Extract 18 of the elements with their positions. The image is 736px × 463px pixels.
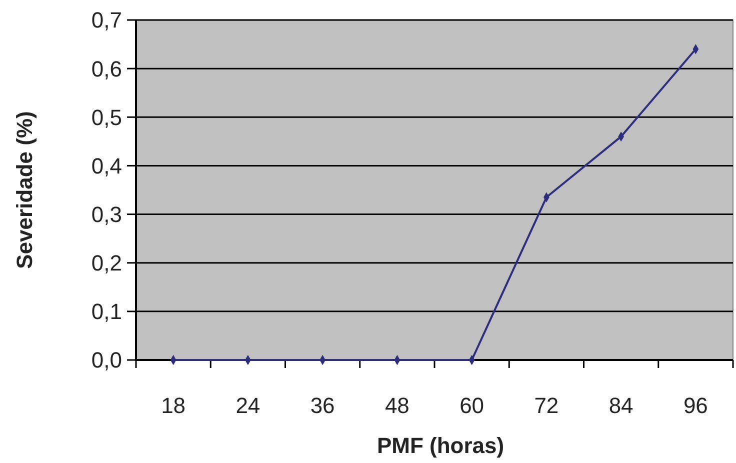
y-tick-label: 0,3 [91,202,122,227]
y-tick-label: 0,4 [91,153,122,178]
x-tick-label: 96 [683,393,708,418]
x-axis-title: PMF (horas) [376,433,504,458]
y-tick-label: 0,5 [91,104,122,130]
x-tick-label: 36 [310,393,335,418]
x-tick-label: 48 [384,393,410,418]
y-tick-label: 0,1 [91,299,122,324]
y-axis-title: Severidade (%) [12,111,37,269]
y-tick-label: 0,0 [91,348,122,373]
x-tick-label: 18 [161,393,186,418]
x-tick-label: 24 [236,393,260,418]
y-tick-label: 0,6 [91,56,122,82]
x-tick-label: 72 [534,393,559,418]
y-tick-label: 0,2 [91,250,122,276]
x-tick-label: 84 [608,393,634,418]
y-tick-label: 0,7 [91,8,122,33]
x-tick-label: 60 [460,393,484,418]
